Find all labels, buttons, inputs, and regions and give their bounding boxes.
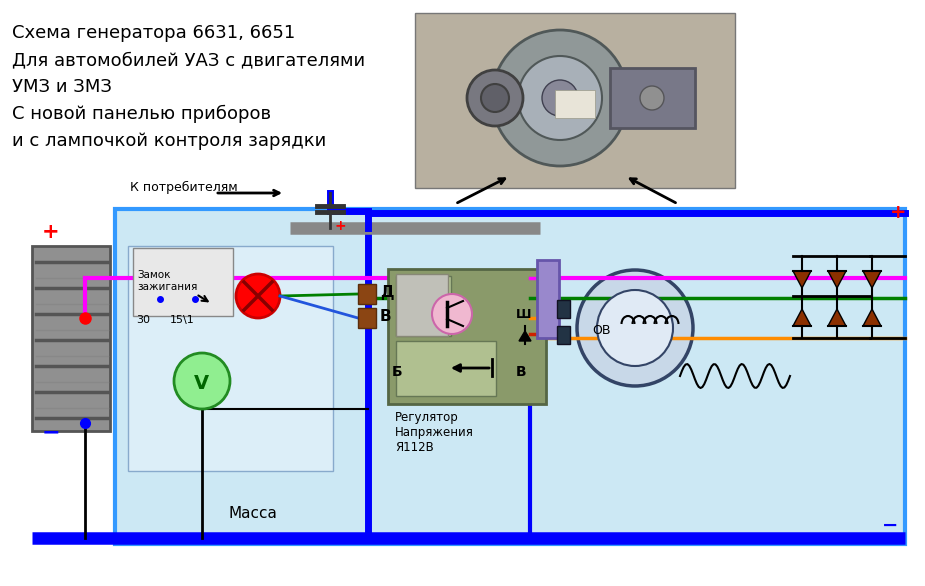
Bar <box>32 246 110 431</box>
Circle shape <box>577 270 693 386</box>
Bar <box>537 260 559 338</box>
Text: 30: 30 <box>136 315 150 325</box>
Polygon shape <box>863 271 881 288</box>
Polygon shape <box>828 309 846 326</box>
Text: −: − <box>42 422 61 442</box>
Circle shape <box>492 30 628 166</box>
Text: Замок
зажигания: Замок зажигания <box>137 270 197 292</box>
Text: 15\1: 15\1 <box>170 315 195 325</box>
Circle shape <box>174 353 230 409</box>
Polygon shape <box>793 271 811 288</box>
Bar <box>133 248 233 316</box>
Bar <box>396 274 448 336</box>
Bar <box>358 308 376 328</box>
Text: ОВ: ОВ <box>592 324 610 337</box>
Text: УМЗ и ЗМЗ: УМЗ и ЗМЗ <box>12 78 112 96</box>
Text: К потребителям: К потребителям <box>130 181 238 194</box>
Text: Для автомобилей УАЗ с двигателями: Для автомобилей УАЗ с двигателями <box>12 51 365 69</box>
Text: и с лампочкой контроля зарядки: и с лампочкой контроля зарядки <box>12 132 327 150</box>
Text: Ш: Ш <box>516 308 532 321</box>
Text: В: В <box>380 309 391 324</box>
Bar <box>396 341 496 396</box>
Circle shape <box>597 290 673 366</box>
Text: Д: Д <box>380 285 393 300</box>
Circle shape <box>640 86 664 110</box>
Circle shape <box>432 294 472 334</box>
Text: +: + <box>42 222 59 242</box>
Bar <box>415 13 735 188</box>
Circle shape <box>518 56 602 140</box>
Polygon shape <box>828 271 846 288</box>
Circle shape <box>542 80 578 116</box>
Text: Регулятор
Напряжения
Я112В: Регулятор Напряжения Я112В <box>395 411 474 454</box>
Bar <box>128 246 333 471</box>
Text: +: + <box>890 203 906 222</box>
Polygon shape <box>793 309 811 326</box>
Bar <box>610 68 695 128</box>
Bar <box>115 209 905 544</box>
Bar <box>388 269 546 404</box>
Text: В: В <box>516 365 526 379</box>
Polygon shape <box>863 309 881 326</box>
Circle shape <box>236 274 280 318</box>
Text: V: V <box>194 374 209 393</box>
Bar <box>396 276 451 336</box>
Bar <box>557 300 570 318</box>
Bar <box>555 90 595 118</box>
Bar <box>557 326 570 344</box>
Text: Б: Б <box>392 365 402 379</box>
Circle shape <box>481 84 509 112</box>
Text: +: + <box>334 219 346 233</box>
Text: Масса: Масса <box>228 506 277 521</box>
Circle shape <box>467 70 523 126</box>
Text: Схема генератора 6631, 6651: Схема генератора 6631, 6651 <box>12 24 295 42</box>
Text: С новой панелью приборов: С новой панелью приборов <box>12 105 271 123</box>
Bar <box>358 284 376 304</box>
Polygon shape <box>519 331 531 341</box>
Text: −: − <box>882 516 898 535</box>
